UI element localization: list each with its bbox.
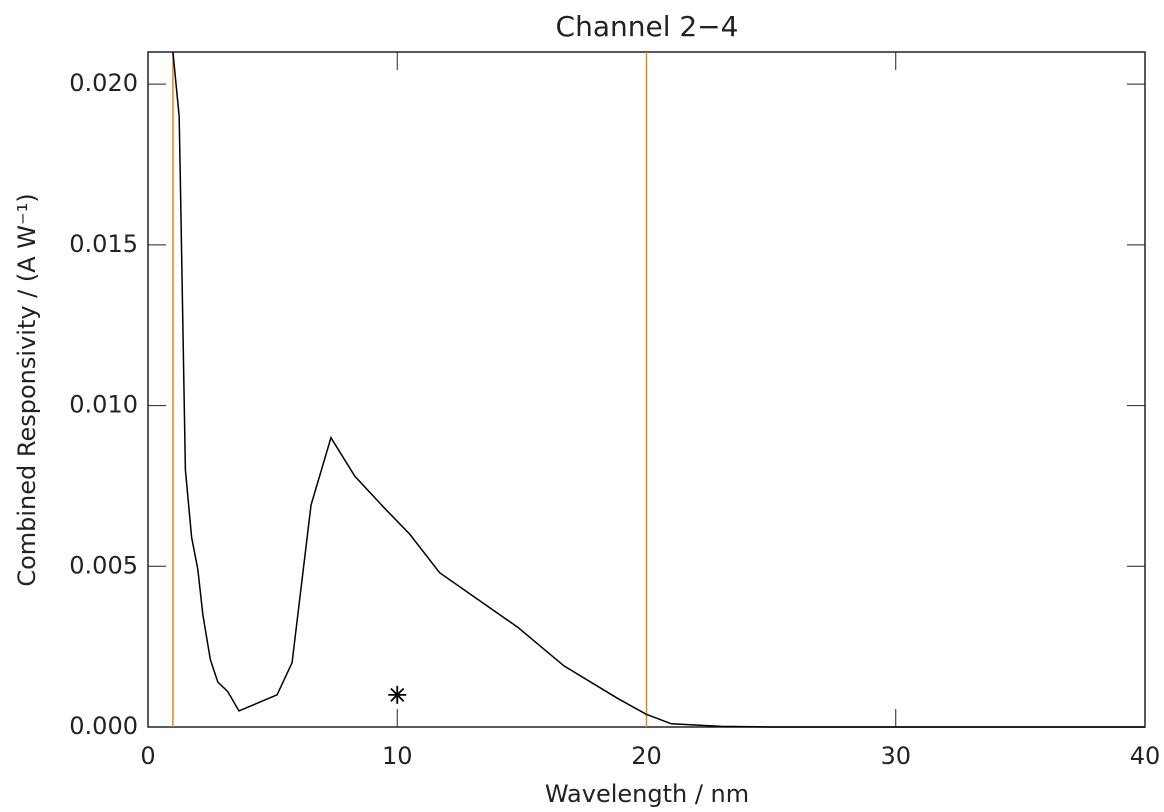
x-tick-label: 20	[631, 742, 662, 770]
y-tick-label: 0.010	[69, 391, 138, 419]
x-tick-label: 40	[1130, 742, 1161, 770]
x-tick-label: 10	[382, 742, 413, 770]
x-tick-label: 0	[140, 742, 155, 770]
x-tick-label: 30	[880, 742, 911, 770]
data-line	[172, 51, 1145, 728]
y-tick-label: 0.015	[69, 230, 138, 258]
y-tick-label: 0.005	[69, 551, 138, 579]
x-axis-label: Wavelength / nm	[545, 780, 749, 808]
chart-title: Channel 2−4	[556, 10, 739, 43]
asterisk-marker	[388, 685, 407, 704]
y-tick-label: 0.020	[69, 69, 138, 97]
y-axis-label: Combined Responsivity / (A W⁻¹)	[13, 193, 41, 586]
y-tick-label: 0.000	[69, 712, 138, 740]
